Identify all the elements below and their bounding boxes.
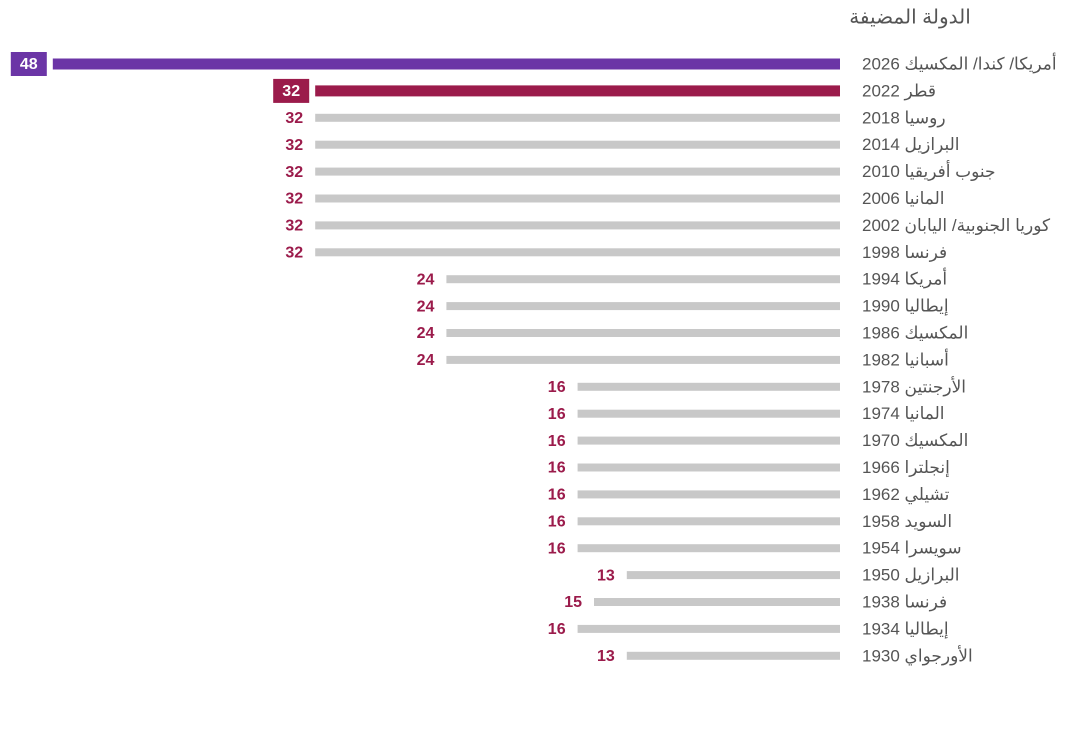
category-label: الأرجنتين 1978 — [862, 376, 966, 396]
value-label: 32 — [285, 218, 303, 235]
bar — [315, 140, 840, 149]
category-label: قطر 2022 — [862, 81, 936, 100]
bar — [446, 355, 840, 364]
value-label: 32 — [285, 245, 303, 262]
category-label: تشيلي 1962 — [862, 485, 950, 505]
value-label: 13 — [597, 648, 615, 665]
bar — [315, 248, 840, 257]
category-label: جنوب أفريقيا 2010 — [862, 160, 996, 181]
bar — [577, 409, 840, 418]
bar — [594, 598, 840, 606]
category-label: سويسرا 1954 — [862, 539, 962, 558]
category-label: إيطاليا 1990 — [862, 297, 949, 316]
value-label-box — [10, 52, 47, 76]
bar — [52, 58, 841, 70]
bar — [577, 624, 840, 633]
bar — [446, 275, 840, 284]
bar — [577, 436, 840, 445]
chart-title: الدولة المضيفة — [849, 6, 971, 28]
bar — [577, 463, 840, 472]
bar — [577, 517, 840, 526]
bar — [446, 302, 840, 311]
category-label: أسبانيا 1982 — [862, 348, 949, 369]
category-label: أمريكا 1994 — [862, 268, 947, 289]
value-label: 32 — [285, 191, 303, 208]
value-label: 15 — [564, 594, 582, 611]
bar — [577, 490, 840, 499]
bar — [315, 194, 840, 203]
bar — [315, 113, 840, 122]
bar — [626, 571, 840, 580]
value-label: 32 — [285, 137, 303, 154]
bar — [315, 221, 840, 230]
value-label: 16 — [548, 487, 566, 504]
category-label: المانيا 2006 — [862, 189, 945, 208]
bar — [626, 651, 840, 660]
value-label: 16 — [548, 540, 566, 557]
bar — [577, 382, 840, 391]
category-label: إيطاليا 1934 — [862, 619, 949, 638]
value-label: 24 — [417, 352, 435, 369]
category-label: المانيا 1974 — [862, 404, 945, 423]
value-label: 13 — [597, 567, 615, 584]
value-label-box — [273, 78, 310, 103]
category-label: كوريا الجنوبية/ اليابان 2002 — [862, 216, 1051, 235]
value-label: 32 — [285, 110, 303, 127]
category-label: إنجلترا 1966 — [862, 458, 950, 477]
value-label: 16 — [548, 460, 566, 477]
category-label: المكسيك 1986 — [862, 323, 968, 342]
category-label: روسيا 2018 — [862, 108, 946, 127]
value-label: 32 — [282, 83, 300, 100]
category-label: أمريكا/ كندا/ المكسيك 2026 — [862, 52, 1057, 73]
value-label: 16 — [548, 406, 566, 423]
bar — [577, 544, 840, 553]
value-label: 24 — [417, 298, 435, 315]
value-label: 16 — [548, 514, 566, 531]
category-label: فرنسا 1938 — [862, 592, 947, 611]
value-label: 16 — [548, 379, 566, 396]
value-label: 48 — [20, 56, 38, 73]
category-label: المكسيك 1970 — [862, 431, 968, 450]
category-label: البرازيل 2014 — [862, 135, 960, 154]
value-label: 24 — [417, 325, 435, 342]
value-label: 24 — [417, 271, 435, 288]
category-label: فرنسا 1998 — [862, 243, 947, 262]
category-label: الأورجواي 1930 — [862, 645, 973, 666]
bar — [315, 85, 840, 97]
bar — [446, 329, 840, 337]
category-label: البرازيل 1950 — [862, 566, 960, 585]
value-label: 16 — [548, 433, 566, 450]
bar — [315, 167, 840, 176]
value-label: 32 — [285, 164, 303, 181]
value-label: 16 — [548, 621, 566, 638]
category-label: السويد 1958 — [862, 512, 952, 531]
